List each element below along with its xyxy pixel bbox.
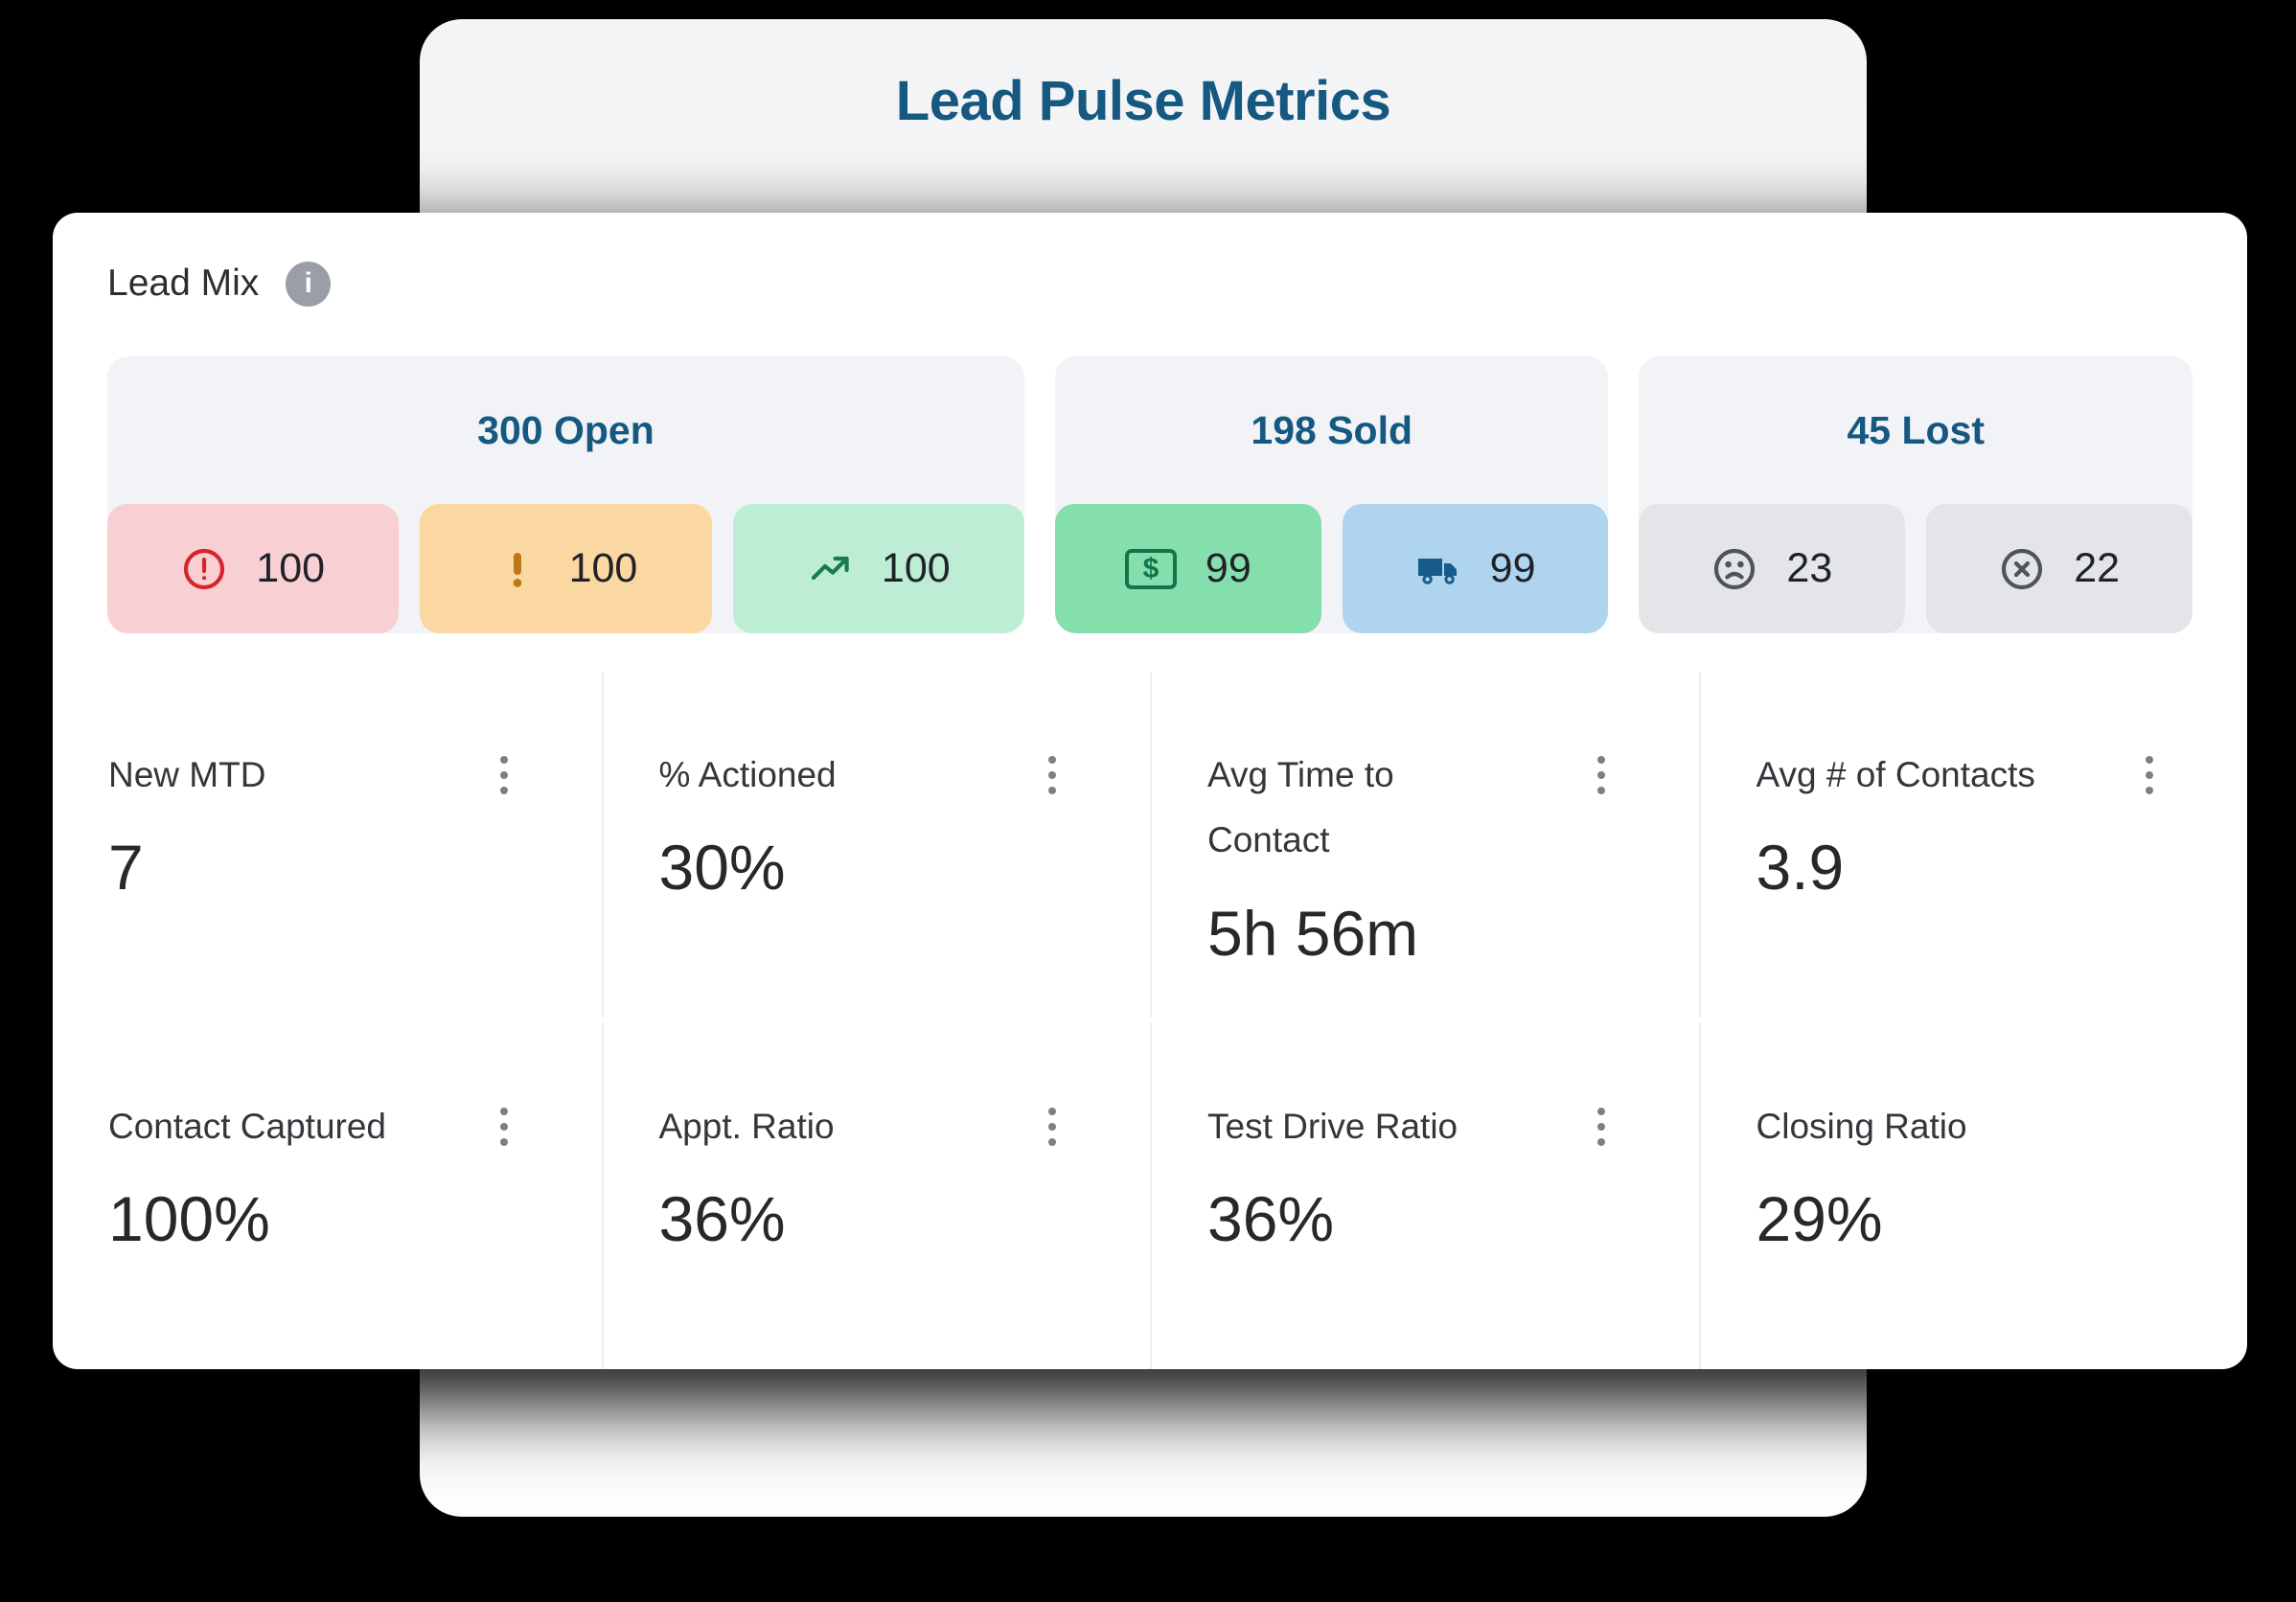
metric-label: Appt. Ratio: [658, 1107, 835, 1146]
metric-label: Avg # of Contacts: [1756, 755, 2035, 794]
lead-mix-group-open: 300 Open 100 100 100: [107, 356, 1024, 633]
group-title-zone: 198 Sold: [1055, 356, 1609, 504]
group-title: 198 Sold: [1251, 407, 1413, 452]
metrics-card: Lead Mix i 300 Open 100 100 100 198 Sold…: [53, 213, 2247, 1369]
pill-count: 100: [568, 545, 638, 591]
kebab-menu-icon[interactable]: [1043, 750, 1062, 800]
metric-label: Test Drive Ratio: [1207, 1107, 1458, 1146]
metric-value: 100%: [108, 1183, 270, 1255]
lead-mix-pill[interactable]: 23: [1639, 504, 1906, 633]
kebab-menu-icon[interactable]: [1592, 1102, 1611, 1152]
group-title: 300 Open: [477, 407, 654, 452]
metric-value: 29%: [1756, 1183, 1883, 1255]
metrics-grid: New MTD 7 % Actioned 30% Avg Time to Con…: [53, 672, 2247, 1369]
pill-count: 22: [2074, 545, 2121, 591]
metric-cell: Avg # of Contacts 3.9: [1698, 672, 2248, 1018]
info-icon[interactable]: i: [286, 261, 332, 307]
metric-value: 5h 56m: [1207, 897, 1419, 969]
lead-mix-pill[interactable]: 99: [1342, 504, 1609, 633]
lead-mix-pill[interactable]: $ 99: [1054, 504, 1321, 633]
pill-count: 100: [256, 545, 326, 591]
metric-label: New MTD: [108, 755, 266, 794]
lead-mix-pill[interactable]: 100: [732, 504, 1024, 633]
frown-icon: [1711, 546, 1757, 592]
lead-mix-groups: 300 Open 100 100 100 198 Sold $ 99 99 45…: [107, 356, 2193, 633]
metric-label: % Actioned: [658, 755, 837, 794]
pill-count: 100: [881, 545, 951, 591]
lead-mix-pill[interactable]: 100: [107, 504, 400, 633]
x-circle-icon: [1999, 546, 2045, 592]
banknote-icon: $: [1124, 548, 1177, 589]
metric-value: 36%: [658, 1183, 786, 1255]
pill-count: 23: [1786, 545, 1833, 591]
metric-cell: Avg Time to Contact 5h 56m: [1150, 672, 1699, 1018]
lead-mix-pill[interactable]: 22: [1926, 504, 2193, 633]
pill-count: 99: [1205, 545, 1251, 591]
metric-label: Contact Captured: [108, 1107, 387, 1146]
kebab-menu-icon[interactable]: [494, 1102, 514, 1152]
truck-icon: [1415, 546, 1461, 592]
pill-count: 99: [1489, 545, 1536, 591]
metric-value: 3.9: [1756, 832, 1845, 904]
metric-cell: % Actioned 30%: [601, 672, 1151, 1018]
metric-cell: Contact Captured 100%: [53, 1023, 602, 1369]
metric-cell: Appt. Ratio 36%: [601, 1023, 1151, 1369]
group-title: 45 Lost: [1847, 407, 1985, 452]
lead-mix-group-lost: 45 Lost 23 22: [1639, 356, 2193, 633]
group-title-zone: 300 Open: [107, 356, 1024, 504]
trend-up-icon: [807, 546, 853, 592]
metric-cell: Closing Ratio 29%: [1698, 1023, 2248, 1369]
group-pills-row: $ 99 99: [1054, 504, 1609, 633]
lead-mix-label: Lead Mix: [107, 263, 260, 304]
metric-label: Avg Time to Contact: [1207, 755, 1394, 860]
metric-value: 7: [108, 832, 144, 904]
alert-circle-icon: [181, 546, 227, 592]
metric-cell: Test Drive Ratio 36%: [1150, 1023, 1699, 1369]
metric-label: Closing Ratio: [1756, 1107, 1967, 1146]
kebab-menu-icon[interactable]: [1043, 1102, 1062, 1152]
metric-value: 36%: [1207, 1183, 1335, 1255]
group-pills-row: 23 22: [1639, 504, 2193, 633]
group-title-zone: 45 Lost: [1639, 356, 2193, 504]
metric-value: 30%: [658, 832, 786, 904]
lead-mix-pill[interactable]: 100: [420, 504, 712, 633]
lead-mix-header: Lead Mix i: [107, 259, 2193, 309]
page-title: Lead Pulse Metrics: [895, 70, 1391, 132]
kebab-menu-icon[interactable]: [2140, 750, 2159, 800]
kebab-menu-icon[interactable]: [494, 750, 514, 800]
kebab-menu-icon[interactable]: [1592, 750, 1611, 800]
lead-mix-group-sold: 198 Sold $ 99 99: [1054, 356, 1609, 633]
metric-cell: New MTD 7: [53, 672, 602, 1018]
exclamation-icon: [494, 546, 540, 592]
group-pills-row: 100 100 100: [107, 504, 1024, 633]
